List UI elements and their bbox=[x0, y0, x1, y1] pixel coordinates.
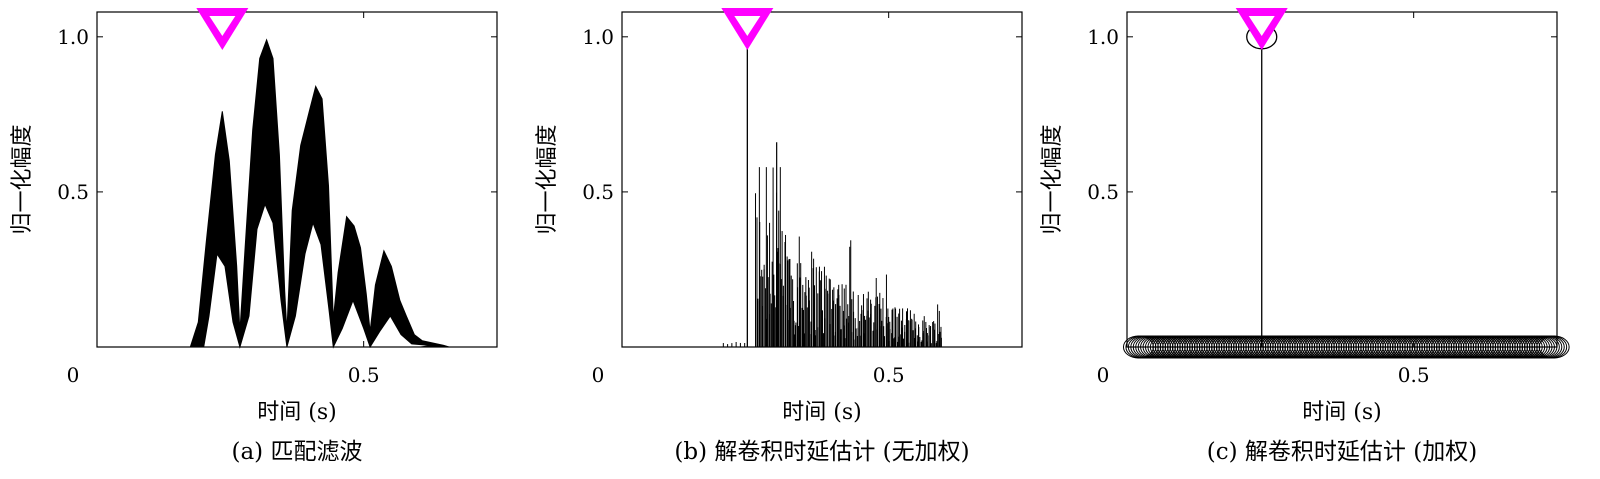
panel-caption: (b) 解卷积时延估计 (无加权) bbox=[674, 439, 969, 465]
x-tick-label: 0 bbox=[67, 363, 80, 387]
x-tick-label: 0.5 bbox=[1398, 363, 1430, 387]
arrival-marker-inner bbox=[209, 16, 236, 36]
y-tick-label: 1.0 bbox=[57, 25, 89, 49]
panel-caption: (c) 解卷积时延估计 (加权) bbox=[1207, 439, 1477, 465]
x-tick-label: 0 bbox=[1097, 363, 1110, 387]
axes-frame bbox=[1126, 11, 1558, 348]
axes-frame bbox=[621, 11, 1023, 348]
matched-filter-envelope bbox=[189, 38, 450, 349]
panels-root: 0.5 1.0 0 0.5 时间 (s) 归一化幅度 (a) 匹配滤波 0.5 1.0 0 0.5 时… bbox=[10, 8, 1570, 465]
y-axis-label: 归一化幅度 bbox=[10, 124, 35, 234]
x-tick-label: 0.5 bbox=[348, 363, 380, 387]
x-axis-label: 时间 (s) bbox=[257, 400, 336, 425]
x-axis-label: 时间 (s) bbox=[1302, 400, 1381, 425]
axes-frame bbox=[96, 11, 498, 348]
y-axis-label: 归一化幅度 bbox=[535, 124, 560, 234]
y-tick-label: 1.0 bbox=[1087, 25, 1119, 49]
y-tick-label: 0.5 bbox=[582, 180, 614, 204]
x-tick-label: 0 bbox=[592, 363, 605, 387]
y-tick-label: 0.5 bbox=[57, 180, 89, 204]
y-tick-label: 1.0 bbox=[582, 25, 614, 49]
arrival-marker-inner bbox=[734, 16, 761, 36]
panel-3: 0.5 1.0 0 0.5 时间 (s) 归一化幅度 (c) 解卷积时延估计 (加权) bbox=[1040, 8, 1570, 465]
envelope-tail bbox=[417, 344, 449, 347]
arrival-marker-inner bbox=[1248, 16, 1275, 36]
panel-1: 0.5 1.0 0 0.5 时间 (s) 归一化幅度 (a) 匹配滤波 bbox=[10, 8, 498, 465]
y-tick-label: 0.5 bbox=[1087, 180, 1119, 204]
x-tick-label: 0.5 bbox=[873, 363, 905, 387]
panel-2: 0.5 1.0 0 0.5 时间 (s) 归一化幅度 (b) 解卷积时延估计 (无加权) bbox=[535, 8, 1023, 465]
panel-caption: (a) 匹配滤波 bbox=[232, 439, 363, 465]
x-axis-label: 时间 (s) bbox=[782, 400, 861, 425]
y-axis-label: 归一化幅度 bbox=[1040, 124, 1065, 234]
